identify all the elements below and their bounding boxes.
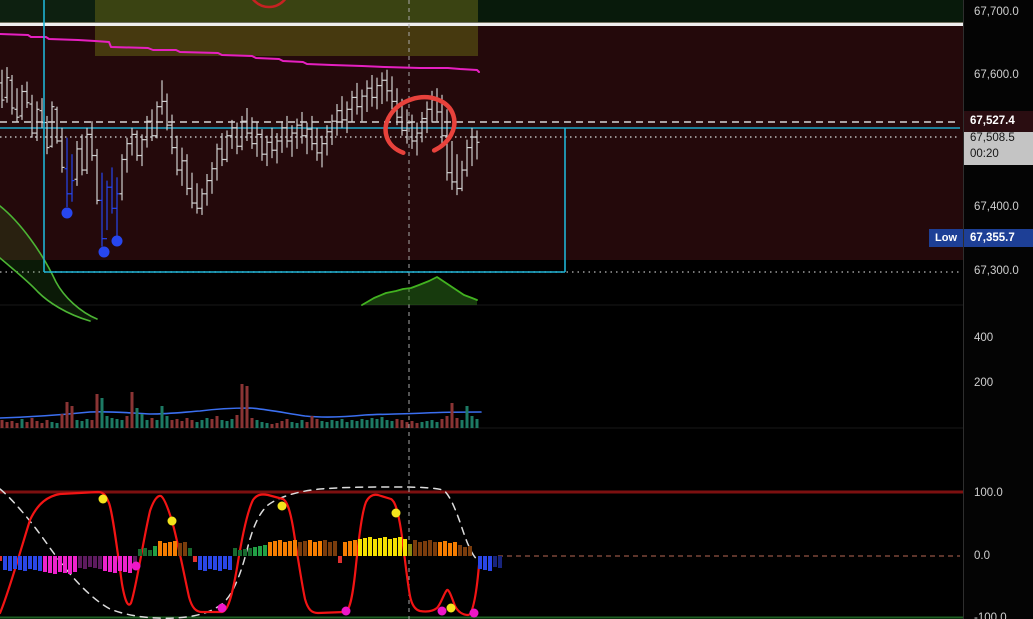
indicator-curves bbox=[0, 33, 482, 619]
tick-67600: 67,600.0 bbox=[974, 69, 1019, 81]
tick-osc-0: 0.0 bbox=[974, 550, 990, 562]
crosshair-price-label: 67,508.5 00:20 bbox=[964, 132, 1033, 165]
tick-osc-neg100: -100.0 bbox=[974, 612, 1007, 619]
pane-backgrounds bbox=[0, 0, 963, 260]
crosshair-price-value: 67,508.5 bbox=[970, 132, 1015, 144]
tick-vol-200: 200 bbox=[974, 377, 994, 389]
signal-dots bbox=[61, 207, 479, 618]
volume-series bbox=[0, 384, 479, 428]
chart-canvas[interactable] bbox=[0, 0, 963, 619]
tick-67300: 67,300.0 bbox=[974, 265, 1019, 277]
tick-67700: 67,700.0 bbox=[974, 6, 1019, 18]
price-axis[interactable]: 67,700.0 67,600.0 67,527.4 67,508.5 00:2… bbox=[963, 0, 1033, 619]
tick-osc-100: 100.0 bbox=[974, 487, 1003, 499]
oscillator-histogram bbox=[0, 537, 502, 574]
user-drawings[interactable] bbox=[43, 0, 566, 273]
chart-plot-area[interactable]: Low bbox=[0, 0, 963, 619]
last-price-label: 67,527.4 bbox=[964, 111, 1033, 132]
low-price-label: 67,355.7 bbox=[964, 229, 1033, 247]
bar-countdown: 00:20 bbox=[970, 148, 999, 160]
tick-67400: 67,400.0 bbox=[974, 201, 1019, 213]
low-badge: Low bbox=[929, 229, 963, 247]
tick-vol-400: 400 bbox=[974, 332, 994, 344]
